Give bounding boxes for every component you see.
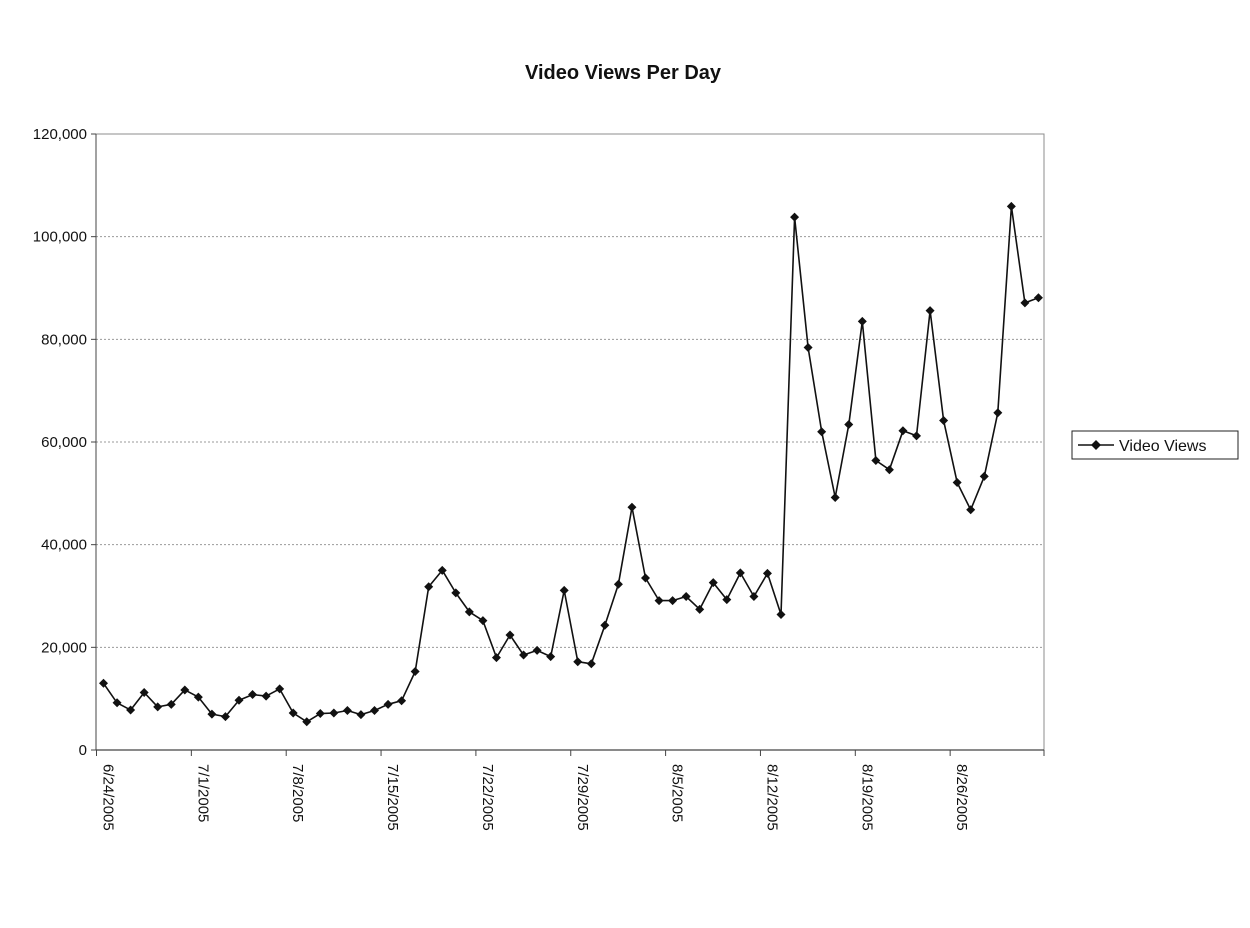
x-tick-label: 7/1/2005 [194, 764, 211, 822]
data-point-marker [613, 579, 623, 589]
data-point-marker [207, 709, 217, 719]
x-tick-label: 7/8/2005 [289, 764, 306, 822]
legend-label-video-views: Video Views [1119, 438, 1206, 455]
y-tick-label: 100,000 [33, 229, 87, 246]
data-point-marker [749, 592, 759, 602]
data-point-marker [478, 616, 488, 626]
x-tick-label: 8/26/2005 [953, 764, 970, 831]
data-point-marker [559, 585, 569, 595]
y-tick-label: 80,000 [41, 331, 87, 348]
data-point-marker [668, 596, 678, 606]
data-point-marker [397, 696, 407, 706]
data-point-marker [356, 710, 366, 720]
data-point-marker [315, 709, 325, 719]
data-point-marker [871, 455, 881, 465]
data-point-marker [912, 431, 921, 441]
data-point-marker [410, 666, 420, 676]
data-point-marker [627, 502, 637, 512]
data-point-marker [857, 316, 867, 326]
data-point-marker [803, 343, 813, 353]
y-tick-label: 40,000 [41, 537, 87, 554]
chart-title: Video Views Per Day [525, 62, 722, 84]
data-point-marker [261, 691, 271, 701]
data-point-marker [288, 708, 298, 718]
data-point-marker [993, 408, 1003, 418]
data-point-marker [844, 420, 854, 430]
data-point-marker [830, 492, 840, 502]
data-point-marker [220, 712, 230, 722]
y-tick-label: 20,000 [41, 639, 87, 656]
data-point-marker [302, 717, 312, 727]
data-point-marker [139, 688, 149, 698]
y-tick-label: 120,000 [33, 126, 87, 143]
gridlines [96, 236, 1044, 648]
data-point-marker [735, 568, 745, 578]
data-point-marker [966, 505, 976, 515]
y-axis: 0 20,000 40,000 60,000 80,000 100,000 120,000 [33, 126, 97, 759]
data-point-marker [762, 568, 772, 578]
data-point-marker [573, 657, 583, 667]
data-point-marker [1006, 201, 1016, 211]
data-point-marker [776, 609, 786, 619]
data-point-marker [153, 702, 163, 712]
data-point-marker [464, 607, 474, 617]
data-point-marker [925, 306, 935, 316]
data-point-marker [600, 620, 610, 630]
data-point-marker [586, 659, 596, 669]
data-point-marker [275, 684, 285, 694]
data-point-marker [370, 705, 379, 715]
data-point-marker [681, 592, 691, 602]
data-point-marker [180, 685, 190, 695]
data-point-marker [952, 478, 962, 488]
data-point-marker [424, 582, 434, 592]
y-tick-label: 0 [79, 742, 87, 759]
legend-diamond-marker [1091, 440, 1101, 450]
x-tick-label: 7/15/2005 [384, 764, 401, 831]
data-point-marker [126, 705, 136, 715]
x-tick-label: 8/12/2005 [763, 764, 780, 831]
data-point-marker [532, 645, 542, 655]
data-point-marker [383, 699, 393, 709]
x-tick-label: 7/22/2005 [479, 764, 496, 831]
data-point-marker [898, 426, 908, 436]
data-point-marker [112, 698, 122, 708]
data-point-marker [505, 630, 515, 640]
data-point-marker [654, 596, 664, 606]
data-point-marker [722, 595, 732, 605]
data-point-marker [166, 699, 176, 709]
data-point-marker [790, 212, 800, 222]
data-point-marker [708, 578, 718, 588]
legend: Video Views [1071, 430, 1239, 460]
data-point-marker [1033, 293, 1043, 303]
y-tick-label: 60,000 [41, 434, 87, 451]
x-axis: 6/24/2005 7/1/2005 7/8/2005 7/15/2005 7/22/2… [96, 749, 1045, 831]
series-line [102, 205, 1039, 723]
data-point-marker [99, 678, 108, 688]
x-tick-label: 8/19/2005 [858, 764, 875, 831]
data-point-marker [641, 573, 650, 583]
data-point-marker [519, 650, 529, 660]
data-point-marker [1020, 298, 1030, 308]
data-point-marker [329, 708, 339, 718]
data-point-marker [979, 471, 989, 481]
x-tick-label: 6/24/2005 [100, 764, 117, 831]
data-point-marker [193, 692, 203, 702]
data-point-marker [939, 415, 949, 425]
data-point-marker [884, 465, 894, 475]
data-point-marker [546, 652, 556, 662]
data-point-marker [695, 604, 705, 614]
data-point-marker [817, 427, 827, 437]
data-point-marker [437, 565, 447, 575]
data-point-marker [491, 653, 501, 663]
data-point-marker [342, 705, 352, 715]
series-video-views [99, 201, 1043, 727]
x-tick-label: 7/29/2005 [574, 764, 591, 831]
data-point-marker [234, 695, 244, 705]
data-point-marker [248, 690, 258, 700]
data-point-marker [451, 588, 461, 598]
x-tick-label: 8/5/2005 [669, 764, 686, 822]
